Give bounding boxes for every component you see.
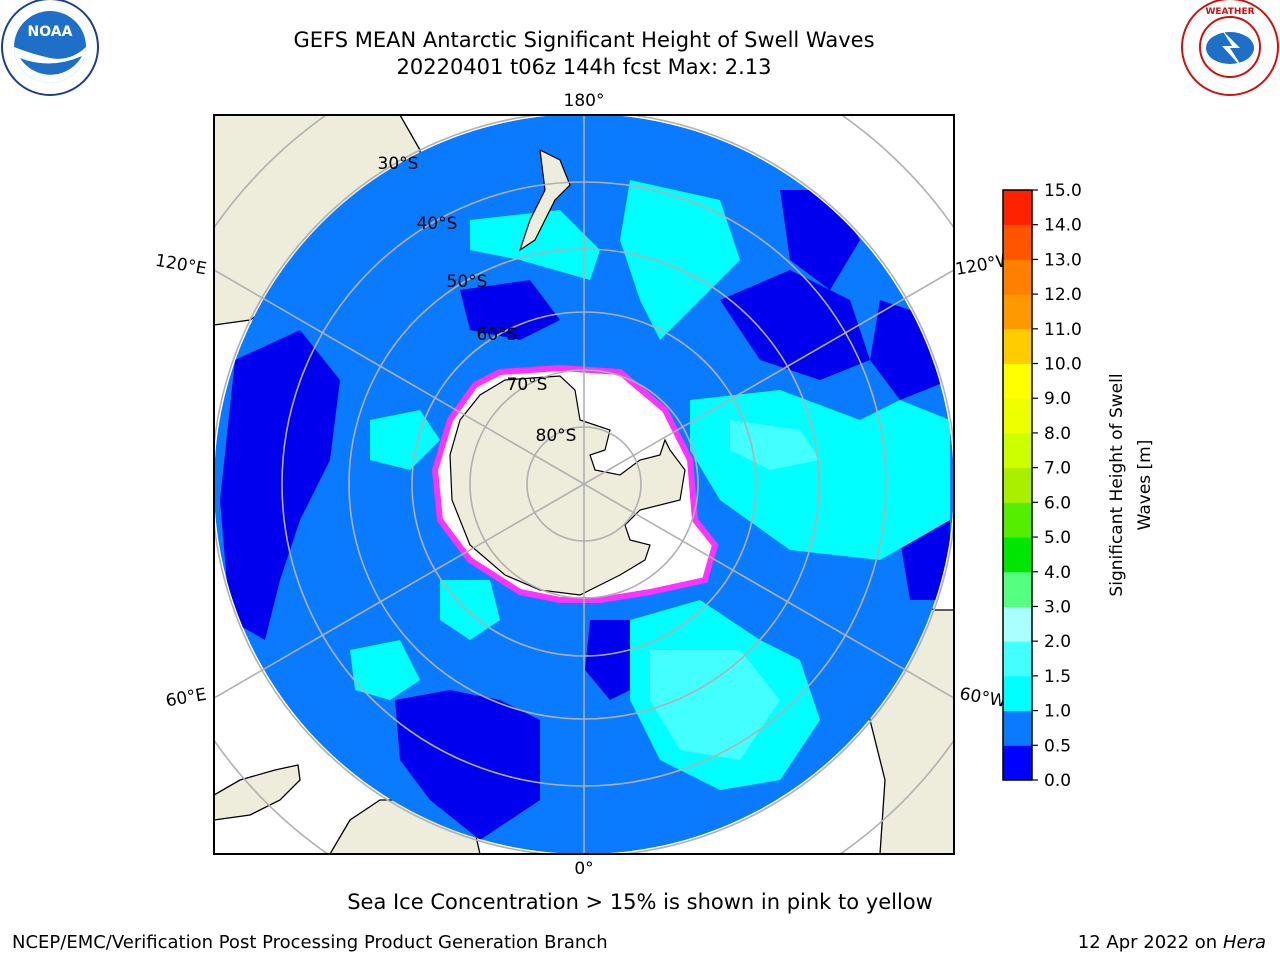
lon-label-180: 180° <box>564 91 605 111</box>
colorbar-segment <box>1003 641 1032 677</box>
colorbar-tick-label: 13.0 <box>1044 250 1082 270</box>
footer-branch: NCEP/EMC/Verification Post Processing Pr… <box>12 932 608 953</box>
colorbar-tick-label: 1.0 <box>1044 702 1071 722</box>
lon-label-120e: 120°E <box>154 251 208 280</box>
colorbar-segment <box>1003 571 1032 607</box>
colorbar-tick-label: 4.0 <box>1044 563 1071 583</box>
colorbar-tick-label: 7.0 <box>1044 459 1071 479</box>
colorbar-segment <box>1003 224 1032 260</box>
chart-subtitle: 20220401 t06z 144h fcst Max: 2.13 <box>396 55 772 79</box>
colorbar-segment <box>1003 363 1032 399</box>
lat-label-60s: 60°S <box>477 325 518 345</box>
colorbar-tick-label: 10.0 <box>1044 355 1082 375</box>
nws-logo: WEATHER <box>1181 0 1279 96</box>
colorbar-tick-label: 14.0 <box>1044 216 1082 236</box>
colorbar-segment <box>1003 190 1032 226</box>
graticule <box>214 115 954 854</box>
lat-label-50s: 50°S <box>447 272 488 292</box>
lat-label-70s: 70°S <box>507 375 548 395</box>
colorbar-segment <box>1003 537 1032 573</box>
colorbar-label-line2: Waves [m] <box>1135 440 1155 531</box>
colorbar-frame <box>1002 189 1033 781</box>
colorbar-tick-label: 3.0 <box>1044 597 1071 617</box>
colorbar-tick-label: 12.0 <box>1044 285 1082 305</box>
footer-host: Hera <box>1222 932 1266 953</box>
colorbar-tick-label: 1.5 <box>1044 667 1071 687</box>
colorbar-tick-label: 8.0 <box>1044 424 1071 444</box>
colorbar-tick-label: 9.0 <box>1044 389 1071 409</box>
colorbar-tick-label: 0.0 <box>1044 771 1071 791</box>
noaa-logo-text: NOAA <box>28 24 73 40</box>
lat-label-30s: 30°S <box>378 154 419 174</box>
colorbar-segment <box>1003 675 1032 712</box>
colorbar-segment <box>1003 710 1032 746</box>
lon-label-60w: 60°W <box>958 684 1008 712</box>
colorbar-segment <box>1003 432 1032 469</box>
colorbar-tick-label: 2.0 <box>1044 632 1071 652</box>
colorbar-segment <box>1003 502 1032 538</box>
colorbar-segment <box>1003 328 1032 365</box>
colorbar-label-line1: Significant Height of Swell <box>1107 373 1127 596</box>
colorbar-segment <box>1003 398 1032 434</box>
chart-title: GEFS MEAN Antarctic Significant Height o… <box>293 28 875 52</box>
lon-label-0: 0° <box>574 859 593 879</box>
colorbar-segment <box>1003 606 1032 642</box>
colorbar-segment <box>1003 467 1032 503</box>
lat-label-80s: 80°S <box>536 426 577 446</box>
colorbar: 0.0 0.5 1.0 1.5 2.0 3.0 4.0 5.0 6.0 7.0 8.0 9.0 10.0… <box>1002 181 1082 791</box>
colorbar-tick-label: 5.0 <box>1044 528 1071 548</box>
lon-label-60e: 60°E <box>164 685 208 712</box>
colorbar-tick-label: 15.0 <box>1044 181 1082 201</box>
noaa-logo: NOAA <box>1 0 99 96</box>
svg-text:WEATHER: WEATHER <box>1205 7 1254 17</box>
colorbar-title: Significant Height of Swell Waves [m] <box>1107 373 1155 596</box>
colorbar-tick-label: 0.5 <box>1044 736 1071 756</box>
lat-label-40s: 40°S <box>417 214 458 234</box>
colorbar-segment <box>1003 745 1032 781</box>
colorbar-segment <box>1003 259 1032 295</box>
map-panel <box>213 114 955 855</box>
sea-ice-note: Sea Ice Concentration > 15% is shown in … <box>347 890 933 914</box>
footer-date-text: 12 Apr 2022 on <box>1077 932 1223 953</box>
colorbar-tick-label: 6.0 <box>1044 493 1071 513</box>
swell-field <box>214 115 954 854</box>
colorbar-tick-label: 11.0 <box>1044 320 1082 340</box>
antarctica <box>431 364 719 603</box>
colorbar-segment <box>1003 294 1032 330</box>
footer-date: 12 Apr 2022 on Hera <box>1078 932 1266 953</box>
